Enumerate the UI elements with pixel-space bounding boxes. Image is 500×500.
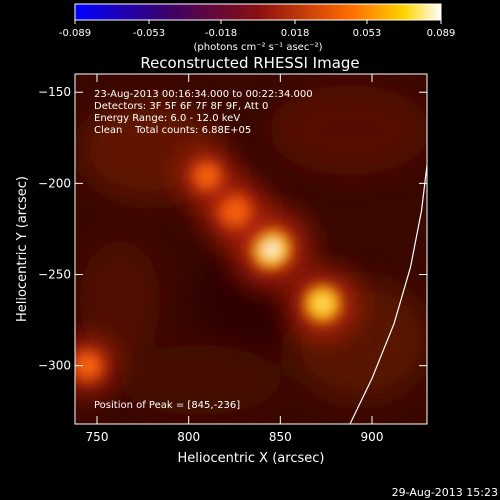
annotation-detectors: Detectors: 3F 5F 6F 7F 8F 9F, Att 0	[94, 101, 268, 112]
colorbar-unit-label: (photons cm⁻² s⁻¹ asec⁻²)	[193, 42, 322, 53]
solar-limb-curve	[349, 165, 428, 425]
x-tick-label: 750	[86, 430, 109, 444]
colorbar-ticks: -0.089 -0.053 -0.018 0.018 0.053 0.089	[59, 20, 455, 39]
y-tick-label: −300	[38, 359, 71, 373]
colorbar-tick-label: -0.053	[133, 28, 165, 39]
colorbar-tick-label: 0.053	[353, 28, 382, 39]
x-tick-label: 850	[269, 430, 292, 444]
heatmap-image	[75, 74, 427, 424]
annotation-energy-range: Energy Range: 6.0 - 12.0 keV	[94, 113, 240, 124]
y-tick-label: −250	[38, 268, 71, 282]
y-axis-label: Heliocentric Y (arcsec)	[15, 176, 30, 322]
colorbar-tick-label: 0.018	[281, 28, 310, 39]
emission-source	[179, 148, 235, 205]
y-axis-ticks: −150 −200 −250 −300	[38, 85, 427, 373]
colorbar-tick-label: 0.089	[427, 28, 456, 39]
emission-source	[75, 336, 118, 396]
peak-position-label: Position of Peak = [845,-236]	[94, 400, 240, 411]
annotation-time-range: 23-Aug-2013 00:16:34.000 to 00:22:34.000	[94, 89, 313, 100]
y-tick-label: −200	[38, 176, 71, 190]
y-tick-label: −150	[38, 85, 71, 99]
x-tick-label: 800	[177, 430, 200, 444]
timestamp: 29-Aug-2013 15:23	[392, 486, 498, 499]
colorbar	[74, 3, 442, 21]
plot-frame	[74, 73, 428, 425]
emission-source	[287, 268, 358, 340]
colorbar-tick-label: -0.089	[59, 28, 91, 39]
chart-title: Reconstructed RHESSI Image	[140, 54, 359, 72]
x-axis-ticks: 750 800 850 900	[86, 74, 384, 444]
colorbar-tick-label: -0.018	[205, 28, 237, 39]
annotation-total-counts: Clean Total counts: 6.88E+05	[94, 125, 251, 136]
x-tick-label: 900	[361, 430, 384, 444]
x-axis-label: Heliocentric X (arcsec)	[178, 451, 325, 466]
